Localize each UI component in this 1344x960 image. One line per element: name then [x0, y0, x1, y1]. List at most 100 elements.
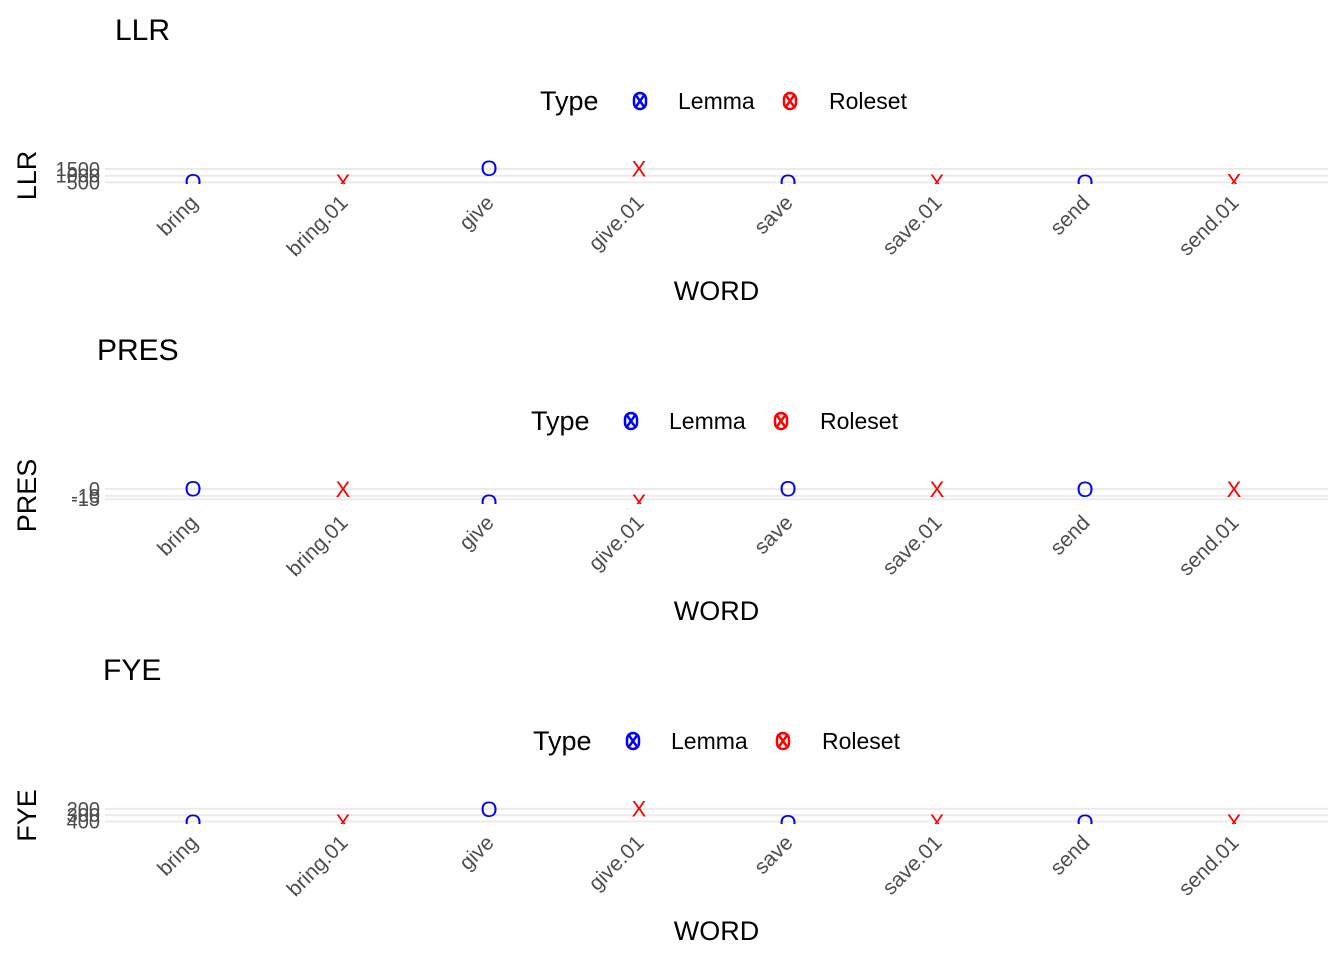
legend-cross-glyph — [776, 733, 790, 749]
legend-key-roleset — [773, 411, 789, 431]
legend-label-lemma: Lemma — [671, 728, 748, 754]
data-point-send: O — [1076, 477, 1093, 502]
data-point-give: O — [480, 490, 497, 515]
data-point-save: O — [779, 811, 796, 836]
data-point-bring-01: X — [336, 170, 351, 195]
x-tick-label: send.01 — [1174, 191, 1243, 260]
x-tick-label: bring.01 — [283, 511, 353, 581]
x-tick-label: give.01 — [584, 511, 648, 575]
data-point-send-01: X — [1227, 170, 1242, 195]
chart-title: LLR — [115, 14, 170, 47]
y-tick-label: 1500 — [56, 159, 101, 181]
x-tick-label: give.01 — [584, 831, 648, 895]
x-tick-label: save — [750, 511, 798, 559]
x-tick-label: save — [750, 191, 798, 239]
chart-title: FYE — [103, 654, 161, 687]
data-point-give: O — [480, 156, 497, 181]
chart-panel-pres: PRES Type Lemma Roleset 0-10-15 PRES O X O X O X O Xb… — [12, 334, 1328, 626]
legend-label-roleset: Roleset — [820, 408, 899, 434]
legend-key-lemma — [632, 91, 648, 111]
x-tick-label: send — [1046, 511, 1094, 559]
y-tick-label: 500 — [67, 172, 100, 194]
legend-circle-glyph — [775, 731, 791, 751]
data-point-send: O — [1076, 170, 1093, 195]
y-tick-label: -15 — [71, 489, 100, 511]
x-tick-label: bring.01 — [283, 831, 353, 901]
y-tick-label: -10 — [71, 486, 100, 508]
legend-cross-glyph — [626, 733, 640, 749]
x-tick-label: give — [455, 191, 499, 235]
legend-title: Type — [540, 86, 599, 116]
legend: Type Lemma Roleset — [531, 406, 899, 436]
gridlines — [105, 168, 1328, 184]
x-tick-label: bring — [153, 831, 202, 880]
x-axis-title: WORD — [674, 596, 759, 626]
x-tick-label: give.01 — [584, 191, 648, 255]
x-axis-title: WORD — [674, 916, 759, 946]
x-tick-label: save.01 — [878, 831, 946, 899]
x-tick-label: save — [750, 831, 798, 879]
legend-label-lemma: Lemma — [678, 88, 755, 114]
y-tick-label: 0 — [89, 479, 100, 501]
chart-title: PRES — [97, 334, 179, 367]
legend-label-roleset: Roleset — [829, 88, 908, 114]
data-point-give-01: X — [632, 797, 647, 822]
legend-label-lemma: Lemma — [669, 408, 746, 434]
legend-circle-glyph — [782, 91, 798, 111]
y-tick-label: 1000 — [56, 166, 101, 188]
y-axis-title: LLR — [12, 151, 42, 201]
x-tick-label: save.01 — [878, 191, 946, 259]
legend-title: Type — [531, 406, 590, 436]
data-point-bring-01: X — [336, 810, 351, 835]
data-point-send-01: X — [1227, 477, 1242, 502]
data-point-send-01: X — [1227, 810, 1242, 835]
x-tick-label: give — [455, 831, 499, 875]
y-tick-label: 300 — [67, 805, 100, 827]
data-point-save-01: X — [930, 477, 945, 502]
data-point-send: O — [1076, 810, 1093, 835]
data-point-bring: O — [184, 476, 201, 501]
x-tick-label: bring — [153, 191, 202, 240]
y-axis-title: FYE — [12, 789, 42, 842]
data-point-bring-01: X — [336, 477, 351, 502]
x-tick-label: send — [1046, 831, 1094, 879]
y-axis-title: PRES — [12, 459, 42, 533]
legend-cross-glyph — [783, 93, 797, 109]
data-point-save: O — [779, 476, 796, 501]
data-point-give-01: X — [632, 157, 647, 182]
legend: Type Lemma Roleset — [533, 726, 901, 756]
gridlines — [105, 488, 1328, 501]
legend-key-roleset — [775, 731, 791, 751]
legend: Type Lemma Roleset — [540, 86, 908, 116]
data-point-save-01: X — [930, 810, 945, 835]
x-tick-label: send.01 — [1174, 831, 1243, 900]
legend-key-lemma — [625, 731, 641, 751]
gridlines — [105, 807, 1328, 823]
legend-cross-glyph — [633, 93, 647, 109]
legend-label-roleset: Roleset — [822, 728, 901, 754]
data-point-bring: O — [184, 810, 201, 835]
x-tick-label: send — [1046, 191, 1094, 239]
x-tick-label: give — [455, 511, 499, 555]
data-point-bring: O — [184, 170, 201, 195]
legend-title: Type — [533, 726, 592, 756]
x-tick-label: send.01 — [1174, 511, 1243, 580]
data-point-give: O — [480, 797, 497, 822]
legend-cross-glyph — [774, 413, 788, 429]
data-point-save-01: X — [930, 170, 945, 195]
legend-circle-glyph — [773, 411, 789, 431]
legend-circle-glyph — [632, 91, 648, 111]
x-tick-label: bring.01 — [283, 191, 353, 261]
y-tick-label: 200 — [67, 799, 100, 821]
legend-cross-glyph — [624, 413, 638, 429]
legend-key-roleset — [782, 91, 798, 111]
data-point-give-01: X — [632, 490, 647, 515]
legend-circle-glyph — [623, 411, 639, 431]
x-tick-label: bring — [153, 511, 202, 560]
x-tick-label: save.01 — [878, 511, 946, 579]
data-point-save: O — [779, 170, 796, 195]
legend-circle-glyph — [625, 731, 641, 751]
